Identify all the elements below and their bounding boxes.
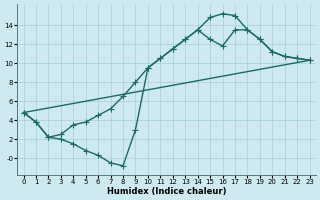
X-axis label: Humidex (Indice chaleur): Humidex (Indice chaleur) xyxy=(107,187,226,196)
